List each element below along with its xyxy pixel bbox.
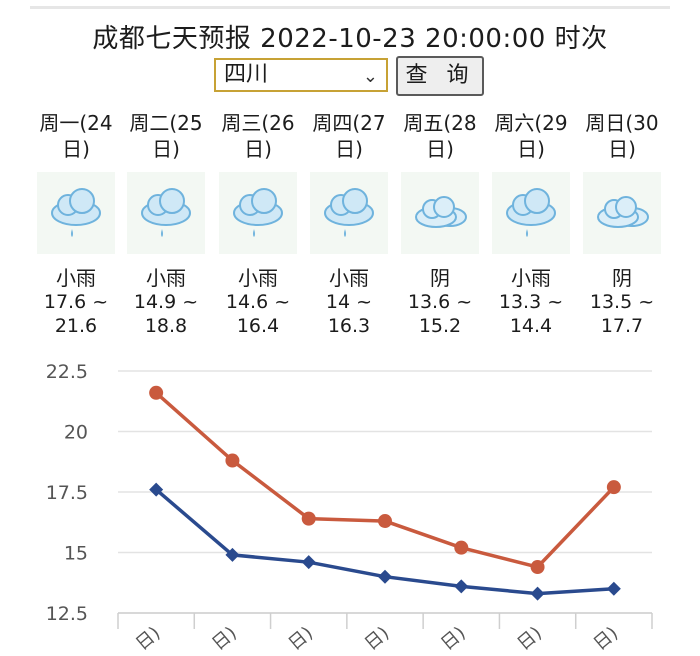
- province-select[interactable]: 四川 ⌄: [214, 58, 388, 92]
- query-button[interactable]: 查 询: [396, 56, 484, 96]
- day-card: 周五(28日) 阴 13.6 ~ 15.2: [396, 110, 484, 338]
- chart-point: [301, 511, 316, 526]
- day-date: 周五(28日): [403, 111, 477, 161]
- chart-point: [225, 453, 240, 468]
- chart-point: [378, 569, 392, 584]
- day-date: 周一(24日): [39, 111, 113, 161]
- day-condition: 小雨: [329, 266, 369, 290]
- chart-xtick-label: 日): [361, 623, 394, 655]
- chart-series-line: [154, 391, 616, 569]
- chart-point: [530, 586, 545, 601]
- day-condition: 小雨: [511, 266, 551, 290]
- light-rain-icon: [219, 172, 297, 254]
- day-date: 周三(26日): [221, 111, 295, 161]
- day-date: 周日(30日): [585, 111, 659, 161]
- day-condition: 小雨: [146, 266, 186, 290]
- day-temperature-range: 14 ~ 16.3: [325, 291, 373, 337]
- top-divider: [30, 6, 670, 9]
- day-date: 周六(29日): [494, 111, 568, 161]
- chart-ytick-label: 17.5: [46, 482, 88, 504]
- chart-point: [149, 482, 164, 497]
- day-temperature-range: 13.5 ~ 17.7: [589, 291, 655, 337]
- day-condition: 小雨: [238, 266, 278, 290]
- day-condition: 阴: [612, 266, 632, 290]
- province-select-value: 四川: [224, 62, 269, 87]
- chart-point: [454, 579, 469, 594]
- day-date: 周四(27日): [312, 111, 386, 161]
- day-temperature-range: 13.3 ~ 14.4: [498, 291, 564, 337]
- overcast-icon: [583, 172, 661, 254]
- chart-ytick-label: 12.5: [46, 603, 88, 625]
- chart-xtick-label: 日): [590, 623, 623, 655]
- day-card: 周二(25日) 小雨 14.9 ~ 18.8: [122, 110, 210, 338]
- chart-point: [301, 555, 316, 570]
- day-card: 周日(30日) 阴 13.5 ~ 17.7: [578, 110, 666, 338]
- day-temperature-range: 17.6 ~ 21.6: [43, 291, 109, 337]
- chart-xtick-label: 日): [284, 623, 317, 655]
- chart-ytick-label: 20: [64, 422, 88, 444]
- chart-point: [606, 581, 621, 596]
- day-card: 周六(29日) 小雨 13.3 ~ 14.4: [487, 110, 575, 338]
- day-condition: 阴: [430, 266, 450, 290]
- temperature-line-chart: 22.5 20 17.5 15 12.5 日) 日) 日) 日) 日) 日) 日): [46, 361, 653, 655]
- chart-xtick-label: 日): [208, 623, 241, 655]
- day-date: 周二(25日): [129, 111, 203, 161]
- chart-ytick-label: 15: [64, 543, 88, 565]
- chart-xtick-label: 日): [132, 623, 165, 655]
- chart-xtick-label: 日): [513, 623, 546, 655]
- day-card: 周三(26日) 小雨 14.6 ~ 16.4: [214, 110, 302, 338]
- chart-point: [454, 540, 469, 555]
- day-condition: 小雨: [56, 266, 96, 290]
- chart-xtick-label: 日): [437, 623, 470, 655]
- chart-point: [149, 385, 164, 400]
- overcast-icon: [401, 172, 479, 254]
- day-card: 周一(24日) 小雨 17.6 ~ 21.6: [32, 110, 120, 338]
- chevron-down-icon: ⌄: [362, 66, 378, 87]
- day-card: 周四(27日) 小雨 14 ~ 16.3: [305, 110, 393, 338]
- chart-point: [530, 560, 545, 575]
- day-temperature-range: 14.6 ~ 16.4: [225, 291, 291, 337]
- day-temperature-range: 13.6 ~ 15.2: [407, 291, 473, 337]
- chart-point: [606, 480, 621, 495]
- light-rain-icon: [37, 172, 115, 254]
- day-temperature-range: 14.9 ~ 18.8: [133, 291, 199, 337]
- light-rain-icon: [310, 172, 388, 254]
- chart-point: [225, 547, 240, 562]
- query-controls: 四川 ⌄ 查 询: [0, 54, 700, 100]
- light-rain-icon: [492, 172, 570, 254]
- page-title: 成都七天预报 2022-10-23 20:00:00 时次: [92, 24, 608, 54]
- chart-point: [378, 514, 392, 529]
- light-rain-icon: [127, 172, 205, 254]
- chart-ytick-label: 22.5: [46, 361, 88, 383]
